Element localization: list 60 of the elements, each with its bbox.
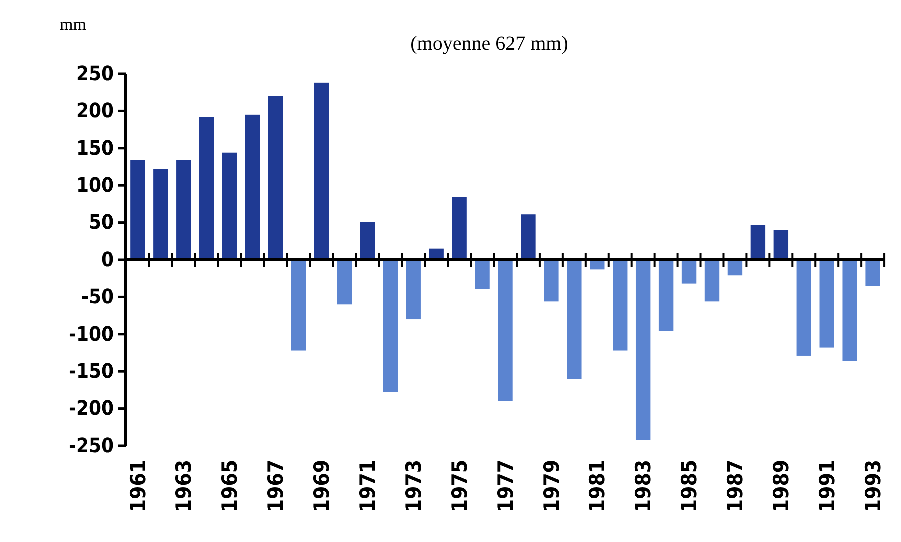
bar (222, 152, 238, 260)
x-tick-label: 1993 (861, 460, 886, 513)
bar (820, 260, 834, 348)
bar (658, 260, 674, 332)
bar (268, 96, 284, 260)
y-tick-label: 200 (76, 98, 114, 123)
x-tick-label: 1979 (540, 460, 564, 513)
bar (774, 230, 789, 260)
bar (544, 260, 559, 302)
x-tick-label: 1981 (586, 460, 610, 513)
bar (154, 169, 168, 260)
y-tick-label: 50 (88, 210, 114, 234)
bar (842, 260, 858, 362)
bar (704, 260, 720, 302)
bar (567, 260, 582, 380)
x-tick-label: 1989 (770, 460, 794, 513)
bar (636, 260, 651, 440)
y-tick-label: -50 (81, 284, 114, 309)
bar (521, 214, 536, 260)
bar (176, 160, 192, 260)
x-tick-label: 1969 (310, 460, 334, 513)
y-tick-label: -100 (68, 322, 114, 346)
x-tick-label: 1987 (724, 460, 748, 513)
x-tick-label: 1983 (632, 460, 656, 513)
bar (383, 260, 398, 392)
bar (498, 260, 513, 402)
x-tick-label: 1985 (678, 460, 702, 513)
y-tick-label: 250 (76, 61, 114, 86)
y-tick-label: 100 (76, 173, 114, 197)
bar (750, 225, 766, 260)
bar (130, 160, 146, 260)
bar (796, 260, 812, 356)
y-tick-label: 0 (101, 247, 114, 272)
bar (866, 260, 880, 286)
y-tick-label: -250 (68, 433, 114, 458)
bar (613, 260, 628, 351)
x-tick-label: 1977 (494, 460, 518, 513)
bar (475, 260, 490, 290)
bar (360, 222, 376, 260)
y-tick-label: 150 (76, 136, 114, 160)
x-tick-label: 1975 (448, 460, 472, 513)
bar (314, 82, 330, 260)
bar (406, 260, 421, 320)
y-axis-title: mm (60, 15, 86, 34)
bar (200, 117, 214, 260)
x-tick-label: 1971 (356, 460, 380, 513)
y-tick-label: -200 (68, 396, 114, 420)
y-tick-label: -150 (68, 359, 114, 383)
chart-subtitle: (moyenne 627 mm) (410, 33, 568, 55)
x-tick-label: 1965 (218, 460, 242, 513)
x-tick-label: 1961 (126, 460, 150, 513)
bar (245, 114, 260, 260)
bar (452, 198, 467, 260)
x-tick-label: 1991 (815, 460, 840, 513)
x-tick-label: 1973 (402, 460, 426, 513)
bar (337, 260, 352, 305)
x-tick-label: 1963 (172, 460, 196, 513)
x-tick-label: 1967 (264, 460, 288, 513)
bar (682, 260, 697, 284)
bar (291, 260, 306, 351)
